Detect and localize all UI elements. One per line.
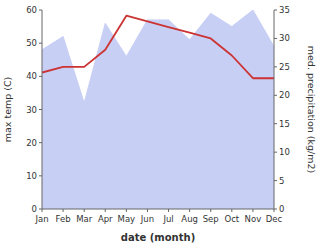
y2-axis-line (274, 10, 275, 209)
x-tick (105, 209, 106, 212)
y2-tick (274, 209, 277, 210)
x-tick (168, 209, 169, 212)
y2-tick-label: 10 (279, 147, 290, 157)
x-tick (231, 209, 232, 212)
x-tick (252, 209, 253, 212)
y2-tick (274, 66, 277, 67)
x-tick-label: Feb (56, 214, 71, 224)
x-tick (126, 209, 127, 212)
x-tick-label: Oct (224, 214, 239, 224)
y2-tick (274, 38, 277, 39)
x-tick (189, 209, 190, 212)
y-tick (39, 175, 42, 176)
y-axis-label: max temp (C) (2, 77, 13, 143)
y2-tick-label: 25 (279, 62, 290, 72)
x-tick-label: Dec (266, 214, 283, 224)
y-tick-label: 10 (26, 171, 37, 181)
y2-tick-label: 20 (279, 90, 290, 100)
y2-tick (274, 10, 277, 11)
x-tick-label: Jan (34, 214, 48, 224)
y2-tick (274, 123, 277, 124)
area-line (42, 10, 274, 103)
x-tick-label: Mar (76, 214, 93, 224)
y2-tick-label: 35 (279, 5, 290, 15)
y-tick-label: 40 (26, 71, 37, 81)
line (42, 16, 274, 79)
chart-container: JanFebMarAprMayJunJulAugSepOctNovDec0102… (0, 0, 318, 247)
y2-tick (274, 152, 277, 153)
y-tick (39, 10, 42, 11)
x-tick (210, 209, 211, 212)
plot-area (42, 10, 274, 209)
y-tick-label: 0 (32, 204, 37, 214)
y-tick (39, 142, 42, 143)
chart-svg: JanFebMarAprMayJunJulAugSepOctNovDec0102… (0, 0, 318, 247)
x-axis-label: date (month) (121, 232, 195, 243)
y2-tick (274, 95, 277, 96)
y2-tick-label: 15 (279, 119, 290, 129)
y-tick-label: 50 (26, 38, 37, 48)
x-tick-label: Sep (203, 214, 219, 224)
y-tick (39, 209, 42, 210)
y-tick-label: 60 (26, 5, 37, 15)
x-tick-label: Jun (140, 214, 154, 224)
x-tick (63, 209, 64, 212)
y-tick (39, 43, 42, 44)
x-tick (147, 209, 148, 212)
y-tick-label: 30 (26, 105, 37, 115)
y2-tick-label: 5 (279, 176, 284, 186)
x-tick-label: Apr (98, 214, 113, 224)
y2-tick-label: 30 (279, 33, 290, 43)
y2-tick (274, 180, 277, 181)
x-axis-line (42, 209, 274, 210)
y-tick-label: 20 (26, 138, 37, 148)
y-tick (39, 76, 42, 77)
x-tick-label: Aug (181, 214, 198, 224)
x-tick-label: May (118, 214, 136, 224)
y-tick (39, 109, 42, 110)
y2-axis-label: med. precipitation (kg/m2) (306, 46, 317, 173)
x-tick-label: Nov (245, 214, 262, 224)
area-fill (42, 10, 274, 209)
x-tick (84, 209, 85, 212)
x-tick-label: Jul (162, 214, 173, 224)
y2-tick-label: 0 (279, 204, 284, 214)
